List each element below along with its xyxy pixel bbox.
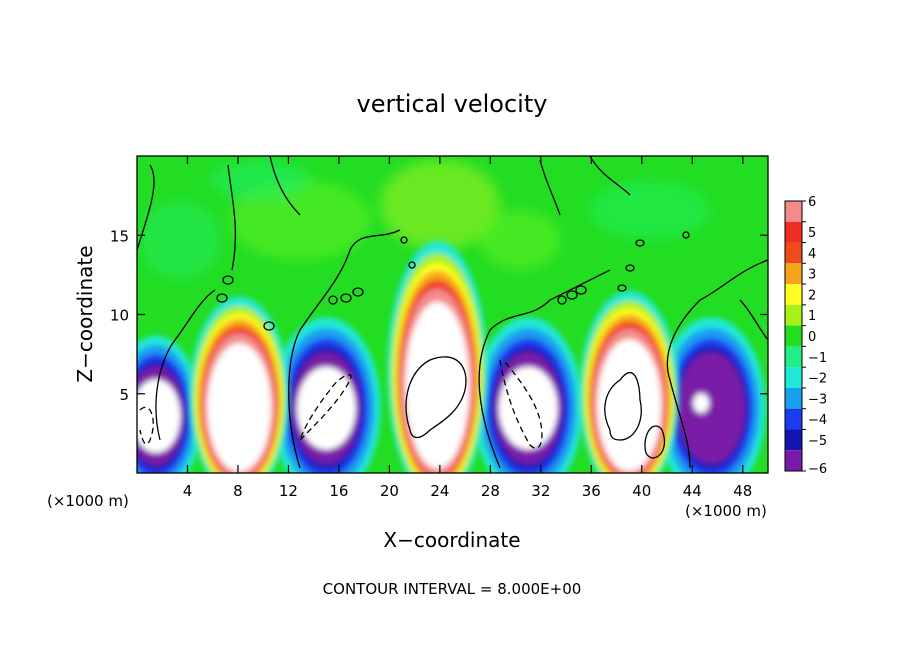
inner-contour-3 [644,425,666,459]
colorbar-cell [785,429,802,451]
colorbar-level-label: 6 [808,195,816,210]
x-tick-label: 16 [329,482,348,500]
downdraft-cell [473,317,583,473]
y-tick-label: 15 [110,227,129,245]
updraft-band [597,339,662,472]
colorbar-cell [785,304,802,326]
colorbar: 6 5 4 3 2 1 0 −1 −2 −3 −4 −5 −6 [784,195,827,477]
y-tick-label: 5 [119,386,129,404]
colorbar-level-label: 1 [808,309,816,324]
colorbar-frame [784,200,803,472]
dashed-contour-left [139,406,154,445]
x-tick-label: 4 [183,482,193,500]
x-tick-label: 36 [582,482,601,500]
contour-lines [137,156,768,469]
x-axis: 4 8 12 16 20 24 28 32 36 40 44 48 [183,156,752,500]
chart-title: vertical velocity [357,90,548,118]
x-tick-label: 12 [279,482,298,500]
colorbar-level-label: −1 [808,351,827,366]
small-contour-rings [216,231,690,331]
colorbar-cell [785,221,802,243]
downdraft-core [137,379,181,453]
colorbar-cell [785,325,802,347]
dashed-contour-center [499,359,543,449]
x-unit-label-left: (×1000 m) [47,492,129,510]
downdraft-core [296,366,356,450]
downdraft-cell [271,317,381,473]
updraft-cell [579,290,680,473]
x-tick-label: 40 [632,482,651,500]
x-tick-label: 8 [233,482,243,500]
colorbar-level-label: 4 [808,247,816,262]
x-tick-label: 32 [531,482,550,500]
colorbar-level-label: −4 [808,413,827,428]
downdraft-core [693,393,710,414]
colorbar-cell [785,367,802,388]
updraft-cell [189,296,290,473]
x-tick-label: 44 [683,482,702,500]
colorbar-cell [785,284,802,305]
x-unit-label-right: (×1000 m) [685,502,767,520]
colorbar-level-label: 3 [808,268,816,283]
x-tick-label: 28 [481,482,500,500]
colorbar-level-label: −3 [808,392,827,407]
updraft-band [207,343,272,472]
contour-interval-footer: CONTOUR INTERVAL = 8.000E+00 [323,580,582,598]
y-axis-title: Z−coordinate [73,245,97,382]
downdraft-core [498,366,558,450]
updraft-band [405,301,470,469]
colorbar-level-label: −2 [808,372,827,387]
colorbar-cell [785,408,802,430]
colorbar-level-label: 5 [808,226,816,241]
colorbar-cell [785,263,802,285]
inner-contour-1 [405,356,467,439]
zero-contour [137,156,768,469]
colorbar-level-label: −6 [808,462,827,477]
velocity-field [137,156,768,473]
inner-contour-2 [604,372,642,441]
x-tick-label: 24 [430,482,449,500]
y-axis: 5 10 15 [110,227,768,404]
colorbar-cell [785,201,802,222]
upper-field-shading [140,160,710,280]
colorbar-cell [785,450,802,471]
colorbar-cell [785,242,802,264]
updraft-cell [387,241,488,473]
downdraft-cell [656,317,766,473]
colorbar-level-label: −5 [808,434,827,449]
colorbar-level-label: 0 [808,330,816,345]
colorbar-level-label: 2 [808,288,816,303]
downdraft-regions [137,317,766,473]
downdraft-band [677,352,745,465]
x-tick-label: 20 [380,482,399,500]
colorbar-cell [785,387,802,409]
colorbar-cell [785,346,802,368]
y-tick-label: 10 [110,307,129,325]
downdraft-cell [137,335,202,473]
x-tick-label: 48 [733,482,752,500]
x-axis-title: X−coordinate [383,528,520,552]
